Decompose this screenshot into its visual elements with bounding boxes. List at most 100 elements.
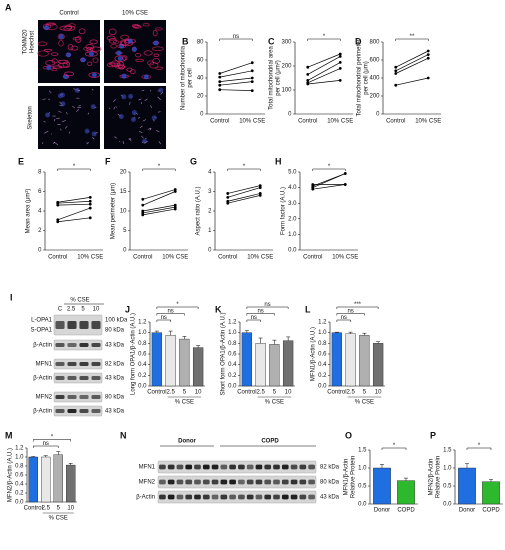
bar (179, 338, 190, 387)
skeleton-line (68, 131, 71, 134)
y-tick-label: 0.0 (443, 502, 452, 508)
row-label: β-Actin (33, 376, 52, 382)
pair-line (57, 207, 91, 221)
blot-band (202, 494, 210, 500)
y-tick-label: 5 (123, 228, 127, 234)
kda-label: 80 kDa (320, 480, 340, 486)
pair-line (57, 200, 91, 204)
significance-bracket (312, 168, 346, 171)
blot-band (176, 494, 184, 500)
y-tick-label: 1.0 (15, 455, 24, 461)
column-label: Control (59, 11, 78, 17)
pair-point (306, 82, 310, 86)
blot-band (246, 479, 254, 485)
blot-band (167, 494, 175, 500)
blot-band (308, 464, 315, 470)
cell-signal (45, 22, 56, 26)
pair-point (56, 220, 60, 224)
blot-band (194, 464, 201, 470)
kda-label: 43 kDa (105, 409, 125, 415)
y-tick-label: 0.2 (15, 491, 24, 497)
significance-label: * (243, 164, 246, 170)
pair-line (307, 62, 341, 81)
significance-bracket (57, 168, 91, 171)
kda-label: 43 kDa (105, 376, 125, 382)
blot-band (211, 494, 219, 500)
stain-label: Skeleton (28, 106, 34, 129)
cell-signal (122, 55, 128, 61)
significance-bracket (466, 447, 492, 450)
pair-point (173, 190, 177, 193)
blot-band (55, 321, 65, 329)
x-tick-label: 2.5 (42, 506, 51, 512)
y-axis-label: Total mitochondrial perimeter (357, 39, 363, 116)
y-tick-label: 0.5 (443, 484, 452, 490)
pair-line (219, 81, 253, 86)
pair-point (306, 79, 310, 82)
skeleton-line (141, 89, 145, 92)
skeleton-line (137, 117, 141, 119)
pair-line (307, 56, 341, 75)
cell-signal (37, 41, 48, 47)
blot-band (67, 343, 77, 347)
bar (282, 340, 294, 387)
y-axis-label: MFN2/β-Actin (A.U.) (8, 448, 14, 502)
y-tick-label: 60 (197, 58, 204, 64)
y-tick-label: 0.4 (138, 362, 147, 368)
y-tick-label: 1.5 (358, 448, 367, 454)
group-label: Donor (178, 439, 196, 445)
x-tick-label: Control (133, 255, 152, 261)
y-tick-label: 1.0 (138, 330, 147, 336)
blot-band (246, 464, 254, 470)
blot-band (159, 479, 166, 485)
pair-point (88, 202, 92, 206)
cell-signal (70, 45, 79, 51)
blot-band (185, 464, 193, 470)
significance-label: ns (251, 315, 257, 321)
skeleton-line (109, 107, 111, 110)
row-label: MFN1 (139, 465, 156, 471)
x-tick-label: Control (24, 506, 43, 512)
blot-band (67, 362, 77, 366)
cell-signal (142, 23, 150, 27)
bar (482, 481, 500, 505)
cell-signal (87, 61, 93, 66)
pair-point (173, 205, 177, 209)
blot-band (238, 479, 245, 485)
x-axis-label: % CSE (175, 400, 194, 406)
x-tick-label: 5 (57, 506, 61, 512)
stain-label: Hoechst (30, 31, 36, 53)
bar (269, 344, 280, 387)
skeleton-line (160, 91, 164, 95)
bar (151, 332, 163, 387)
significance-bracket (381, 447, 407, 450)
pair-point (226, 199, 230, 203)
y-tick-label: 0.0 (288, 248, 297, 254)
skeleton-line (139, 125, 143, 128)
y-tick-label: 200 (281, 64, 292, 70)
blot-strip (53, 358, 103, 370)
y-tick-label: 0.4 (228, 362, 237, 368)
y-axis-label: Relative Protein (351, 456, 357, 498)
x-tick-label: 2.5 (346, 390, 355, 396)
y-tick-label: 0.0 (318, 384, 327, 390)
cell-signal (89, 39, 98, 45)
pair-point (141, 213, 145, 217)
blot-band (281, 479, 289, 485)
y-tick-label: 1.0 (318, 330, 327, 336)
x-tick-label: 10% CSE (415, 119, 441, 125)
y-tick-label: 8 (38, 170, 42, 176)
skeleton-line (56, 117, 60, 119)
panel-letter: I (10, 292, 13, 302)
pair-point (306, 73, 310, 76)
skeleton-line (78, 105, 81, 107)
blot-band (79, 376, 89, 380)
blot-band (281, 464, 289, 470)
x-tick-label: Control (237, 390, 256, 396)
y-tick-label: 1 (208, 228, 212, 234)
pair-line (312, 184, 346, 190)
panel-letter: L (305, 304, 311, 314)
nucleus (90, 104, 96, 110)
pair-point (88, 195, 92, 199)
